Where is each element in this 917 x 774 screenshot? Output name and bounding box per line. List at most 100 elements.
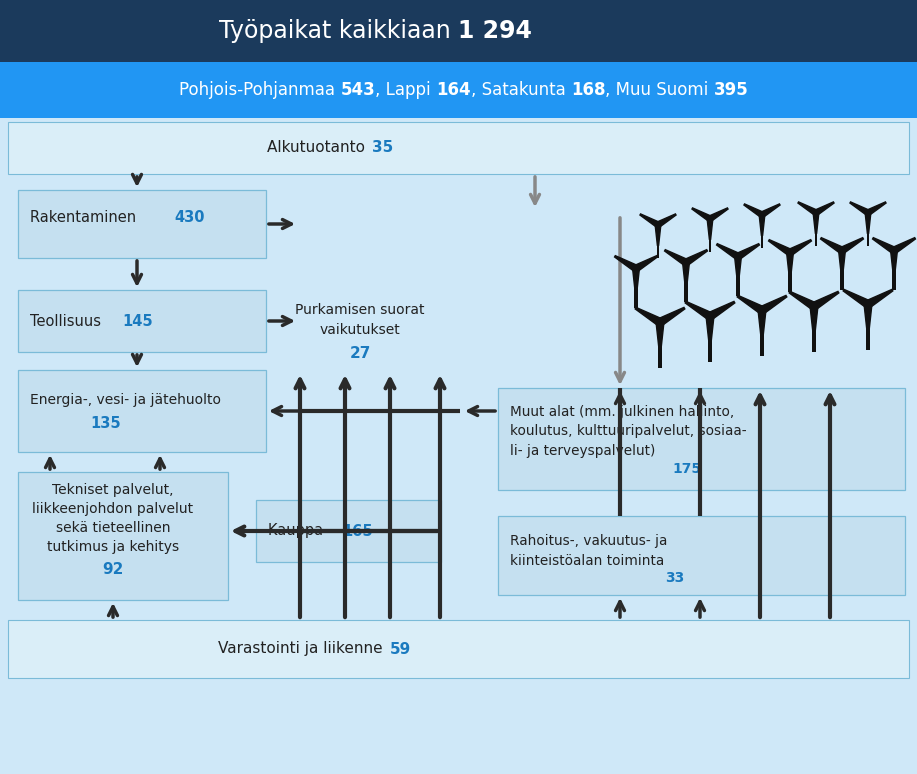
- Polygon shape: [685, 301, 712, 320]
- Text: 165: 165: [342, 523, 372, 539]
- Polygon shape: [840, 238, 864, 253]
- Polygon shape: [789, 240, 812, 255]
- Text: , Muu Suomi: , Muu Suomi: [605, 81, 714, 99]
- Bar: [810, 304, 818, 309]
- Polygon shape: [760, 296, 787, 313]
- Circle shape: [708, 217, 713, 221]
- Text: , Satakunta: , Satakunta: [471, 81, 571, 99]
- Polygon shape: [635, 307, 662, 326]
- Text: 395: 395: [714, 81, 748, 99]
- Text: Purkamisen suorat: Purkamisen suorat: [295, 303, 425, 317]
- Bar: [760, 310, 764, 356]
- Text: sekä tieteellinen: sekä tieteellinen: [56, 521, 171, 535]
- Text: 35: 35: [372, 141, 393, 156]
- Bar: [705, 314, 714, 318]
- Bar: [18, 190, 266, 258]
- Polygon shape: [790, 291, 816, 310]
- Polygon shape: [865, 213, 871, 233]
- Bar: [838, 248, 845, 252]
- Polygon shape: [640, 214, 659, 228]
- Polygon shape: [682, 262, 690, 287]
- Text: liikkeenjohdon palvelut: liikkeenjohdon palvelut: [32, 502, 193, 516]
- Bar: [709, 219, 712, 252]
- Polygon shape: [716, 244, 740, 259]
- Bar: [0, 0, 917, 62]
- Text: Muut alat (mm. julkinen hallinto,: Muut alat (mm. julkinen hallinto,: [510, 405, 735, 419]
- Bar: [684, 262, 688, 302]
- Circle shape: [866, 211, 870, 215]
- Bar: [735, 255, 742, 259]
- Text: 543: 543: [341, 81, 375, 99]
- Polygon shape: [709, 208, 728, 221]
- Bar: [761, 214, 763, 248]
- Text: 430: 430: [174, 211, 204, 225]
- Circle shape: [759, 307, 765, 313]
- Polygon shape: [614, 255, 637, 272]
- Polygon shape: [843, 289, 870, 308]
- Circle shape: [839, 248, 845, 253]
- Text: Tekniset palvelut,: Tekniset palvelut,: [52, 483, 173, 497]
- Polygon shape: [658, 307, 685, 326]
- Circle shape: [657, 319, 663, 325]
- Bar: [865, 211, 871, 214]
- Circle shape: [634, 265, 638, 271]
- Bar: [18, 290, 266, 352]
- Polygon shape: [867, 202, 886, 215]
- Polygon shape: [798, 202, 817, 215]
- Bar: [708, 317, 712, 362]
- Bar: [8, 620, 909, 678]
- Polygon shape: [821, 238, 844, 253]
- Text: li- ja terveyspalvelut): li- ja terveyspalvelut): [510, 444, 659, 458]
- Bar: [757, 308, 767, 313]
- Bar: [814, 213, 817, 246]
- Bar: [256, 500, 441, 562]
- Bar: [498, 516, 905, 595]
- Bar: [707, 217, 713, 221]
- Bar: [682, 261, 690, 265]
- Circle shape: [683, 260, 689, 265]
- Polygon shape: [812, 291, 839, 310]
- Text: tutkimus ja kehitys: tutkimus ja kehitys: [47, 540, 179, 554]
- Text: Pohjois-Pohjanmaa: Pohjois-Pohjanmaa: [180, 81, 341, 99]
- Polygon shape: [838, 251, 845, 275]
- Polygon shape: [633, 269, 639, 293]
- Bar: [635, 269, 637, 308]
- Polygon shape: [684, 250, 707, 265]
- Circle shape: [656, 222, 660, 227]
- Text: 164: 164: [436, 81, 471, 99]
- Text: 27: 27: [349, 347, 370, 361]
- Bar: [632, 266, 640, 270]
- Bar: [736, 256, 739, 296]
- Text: Kauppa: Kauppa: [268, 523, 327, 539]
- Bar: [867, 304, 869, 350]
- Polygon shape: [657, 214, 676, 228]
- Bar: [890, 248, 898, 252]
- Bar: [841, 251, 844, 290]
- Bar: [812, 211, 819, 214]
- Bar: [789, 252, 791, 292]
- Text: Rakentaminen: Rakentaminen: [30, 211, 140, 225]
- Text: Varastointi ja liikenne: Varastointi ja liikenne: [218, 642, 388, 656]
- Bar: [18, 472, 228, 600]
- Circle shape: [707, 313, 713, 320]
- Polygon shape: [890, 251, 898, 275]
- Bar: [656, 320, 665, 324]
- Text: Energia-, vesi- ja jätehuolto: Energia-, vesi- ja jätehuolto: [30, 393, 221, 407]
- Bar: [498, 388, 905, 490]
- Circle shape: [788, 250, 792, 255]
- Polygon shape: [655, 224, 661, 245]
- Bar: [867, 213, 869, 246]
- Text: , Lappi: , Lappi: [375, 81, 436, 99]
- Bar: [892, 251, 896, 290]
- Bar: [786, 251, 794, 255]
- Polygon shape: [760, 204, 780, 217]
- Text: 92: 92: [103, 563, 124, 577]
- Polygon shape: [735, 256, 742, 281]
- Circle shape: [760, 213, 764, 217]
- Text: koulutus, kulttuuripalvelut, sosiaa-: koulutus, kulttuuripalvelut, sosiaa-: [510, 424, 746, 438]
- Polygon shape: [810, 307, 818, 334]
- Polygon shape: [814, 202, 834, 215]
- Polygon shape: [813, 213, 819, 233]
- Polygon shape: [706, 317, 714, 344]
- Text: 168: 168: [571, 81, 605, 99]
